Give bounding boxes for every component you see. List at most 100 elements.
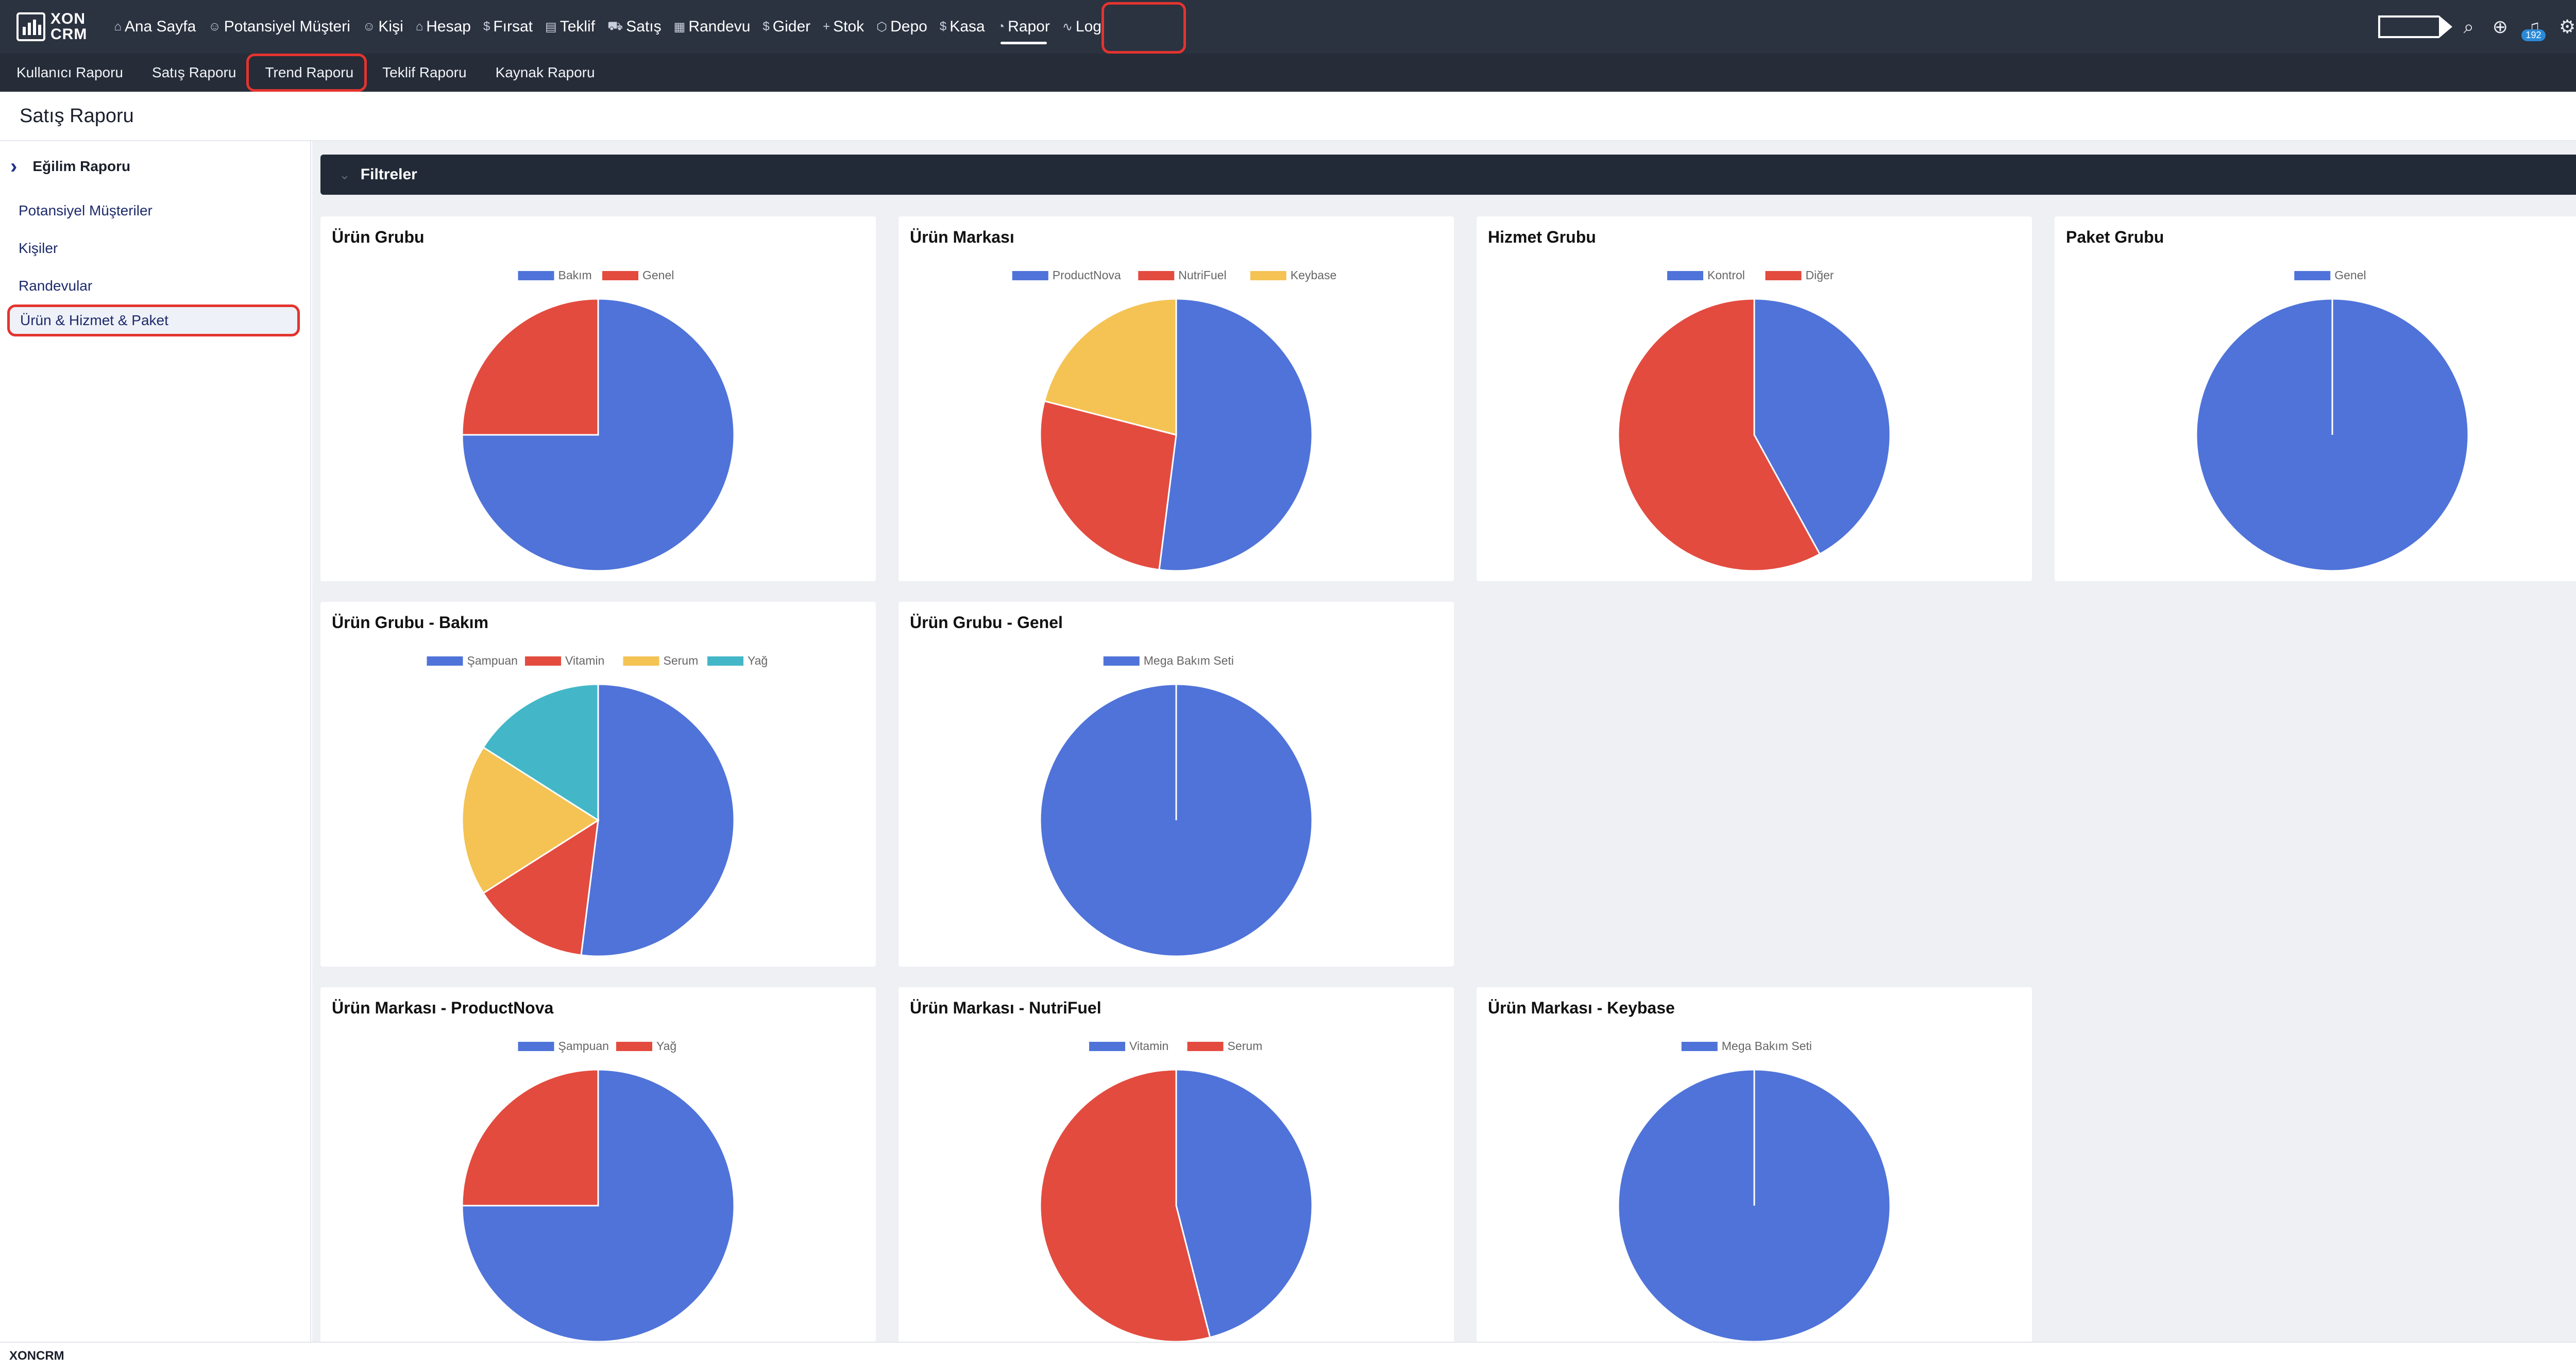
subnav-item-2[interactable]: Trend Raporu [265, 64, 354, 80]
sidebar-section-label: Eğilim Raporu [32, 158, 131, 174]
subnav-item-3[interactable]: Teklif Raporu [382, 64, 467, 80]
legend-label[interactable]: Diğer [1806, 268, 1834, 282]
nav-item-sat-[interactable]: ⛟ Satış [601, 0, 668, 54]
subnav-item-1[interactable]: Satış Raporu [152, 64, 236, 80]
pie-slice[interactable] [1617, 298, 1821, 572]
nav-item-stok[interactable]: + Stok [817, 0, 870, 54]
legend-label[interactable]: Vitamin [1129, 1039, 1168, 1053]
legend-label[interactable]: Bakım [558, 268, 592, 282]
legend-label[interactable]: Vitamin [565, 654, 604, 667]
legend-swatch[interactable] [1138, 271, 1175, 280]
report-subnav: Kullanıcı Raporu Satış Raporu Trend Raporu… [0, 54, 2576, 92]
nav-item-hesap[interactable]: ⌂ Hesap [410, 0, 477, 54]
notification-bell-icon[interactable]: ♫ 192 [2521, 16, 2546, 41]
nav-item-label: Depo [890, 18, 927, 35]
nav-item-label: Satış [626, 18, 662, 35]
legend-swatch[interactable] [707, 656, 743, 666]
legend-swatch[interactable] [1765, 271, 1802, 280]
legend-label[interactable]: Şampuan [558, 1039, 609, 1053]
pie-slice[interactable] [1175, 1069, 1313, 1339]
nav-item-log[interactable]: ∿ Log [1056, 0, 1108, 54]
legend-label[interactable]: Genel [642, 268, 674, 282]
main-content: ⌄ Filtreler Ürün Grubu Bakım Genel Ürün Mar… [312, 141, 2576, 1342]
chart-card: Ürün Markası - NutriFuel Vitamin Serum [899, 987, 1454, 1342]
nav-item-kasa[interactable]: $ Kasa [934, 0, 991, 54]
legend-label[interactable]: Mega Bakım Seti [1144, 654, 1234, 667]
legend-swatch[interactable] [1089, 1042, 1125, 1051]
legend-swatch[interactable] [1187, 1042, 1224, 1051]
legend-label[interactable]: ProductNova [1053, 268, 1121, 282]
nav-item-teklif[interactable]: ▤ Teklif [539, 0, 601, 54]
pie-slice[interactable] [482, 819, 599, 956]
filters-label: Filtreler [360, 166, 417, 183]
pie-slice[interactable] [461, 1069, 735, 1342]
sidebar-item-randevular[interactable]: Randevular [19, 277, 93, 294]
legend-swatch[interactable] [1103, 656, 1140, 666]
legend-swatch[interactable] [1250, 271, 1286, 280]
nav-item-f-rsat[interactable]: $ Fırsat [477, 0, 539, 54]
legend-swatch[interactable] [518, 1042, 554, 1051]
pie-slice[interactable] [580, 683, 735, 957]
cart-icon: ⛟ [607, 19, 623, 33]
pie-slice[interactable] [1039, 400, 1177, 571]
legend-swatch[interactable] [518, 271, 554, 280]
legend-label[interactable]: Yağ [748, 654, 768, 667]
building-icon: ⌂ [415, 20, 423, 33]
chart-title: Ürün Grubu - Bakım [332, 613, 489, 632]
nav-item-ki-i[interactable]: ☺ Kişi [357, 0, 410, 54]
pie-slice[interactable] [461, 298, 599, 436]
app-logo[interactable]: XON CRM [16, 0, 87, 54]
subnav-item-4[interactable]: Kaynak Raporu [495, 64, 595, 80]
nav-item-randevu[interactable]: ▦ Randevu [668, 0, 757, 54]
flag-icon[interactable] [2378, 15, 2452, 38]
pie-slice[interactable] [461, 298, 735, 572]
top-navbar: XON CRM ⌂ Ana Sayfa ☺ Potansiyel Müşteri ☺ Kiş… [0, 0, 2576, 54]
pie-slice[interactable] [482, 683, 599, 822]
pie-slice[interactable] [1043, 298, 1177, 436]
legend-label[interactable]: Keybase [1291, 268, 1337, 282]
legend-label[interactable]: Kontrol [1707, 268, 1745, 282]
sidebar-section-egilim-raporu[interactable]: › Eğilim Raporu [0, 141, 310, 192]
chart-title: Ürün Markası - ProductNova [332, 999, 554, 1017]
sidebar-item-kisiler[interactable]: Kişiler [19, 240, 58, 256]
legend-swatch[interactable] [616, 1042, 652, 1051]
sidebar-item-urun-hizmet-paket[interactable]: Ürün & Hizmet & Paket [7, 305, 300, 336]
legend-label[interactable]: Şampuan [467, 654, 518, 667]
pie-slice[interactable] [1158, 298, 1313, 572]
plus-icon: + [823, 20, 831, 33]
nav-item-potansiyel-m-teri[interactable]: ☺ Potansiyel Müşteri [202, 0, 357, 54]
legend-label[interactable]: Genel [2334, 268, 2366, 282]
legend-swatch[interactable] [1681, 1042, 1718, 1051]
nav-item-rapor[interactable]: ◔ Rapor [991, 0, 1056, 54]
legend-swatch[interactable] [525, 656, 561, 666]
legend-label[interactable]: NutriFuel [1178, 268, 1226, 282]
nav-item-ana-sayfa[interactable]: ⌂ Ana Sayfa [108, 0, 202, 54]
nav-item-depo[interactable]: ⬡ Depo [870, 0, 934, 54]
sidebar: › Eğilim Raporu Potansiyel Müşteriler Ki… [0, 141, 311, 1342]
chart-card: Ürün Markası - ProductNova Şampuan Yağ [320, 987, 876, 1342]
pie-slice[interactable] [1753, 298, 1891, 555]
legend-label[interactable]: Yağ [656, 1039, 676, 1053]
gear-icon[interactable]: ⚙ [2558, 16, 2576, 37]
pie-slice[interactable] [461, 1069, 599, 1207]
filters-panel-header[interactable]: ⌄ Filtreler [320, 155, 2576, 195]
pie-slice[interactable] [461, 746, 600, 894]
chart-card: Ürün Markası ProductNova NutriFuel Keybase [899, 216, 1454, 581]
legend-label[interactable]: Serum [664, 654, 699, 667]
legend-label[interactable]: Mega Bakım Seti [1722, 1039, 1812, 1053]
legend-swatch[interactable] [623, 656, 659, 666]
document-icon: ▤ [545, 20, 557, 34]
subnav-item-0[interactable]: Kullanıcı Raporu [16, 64, 124, 80]
pie-slice[interactable] [1039, 1069, 1211, 1342]
legend-swatch[interactable] [602, 271, 638, 280]
add-circle-icon[interactable]: ⊕ [2492, 16, 2508, 37]
legend-swatch[interactable] [1667, 271, 1703, 280]
nav-item-gider[interactable]: $ Gider [756, 0, 817, 54]
legend-swatch[interactable] [427, 656, 463, 666]
legend-swatch[interactable] [2294, 271, 2331, 280]
sidebar-item-potansiyel-musteriler[interactable]: Potansiyel Müşteriler [19, 202, 152, 218]
legend-label[interactable]: Serum [1228, 1039, 1263, 1053]
search-icon[interactable]: ⌕ [2463, 15, 2474, 37]
legend-swatch[interactable] [1012, 271, 1048, 280]
page-title: Satış Raporu [20, 105, 134, 127]
